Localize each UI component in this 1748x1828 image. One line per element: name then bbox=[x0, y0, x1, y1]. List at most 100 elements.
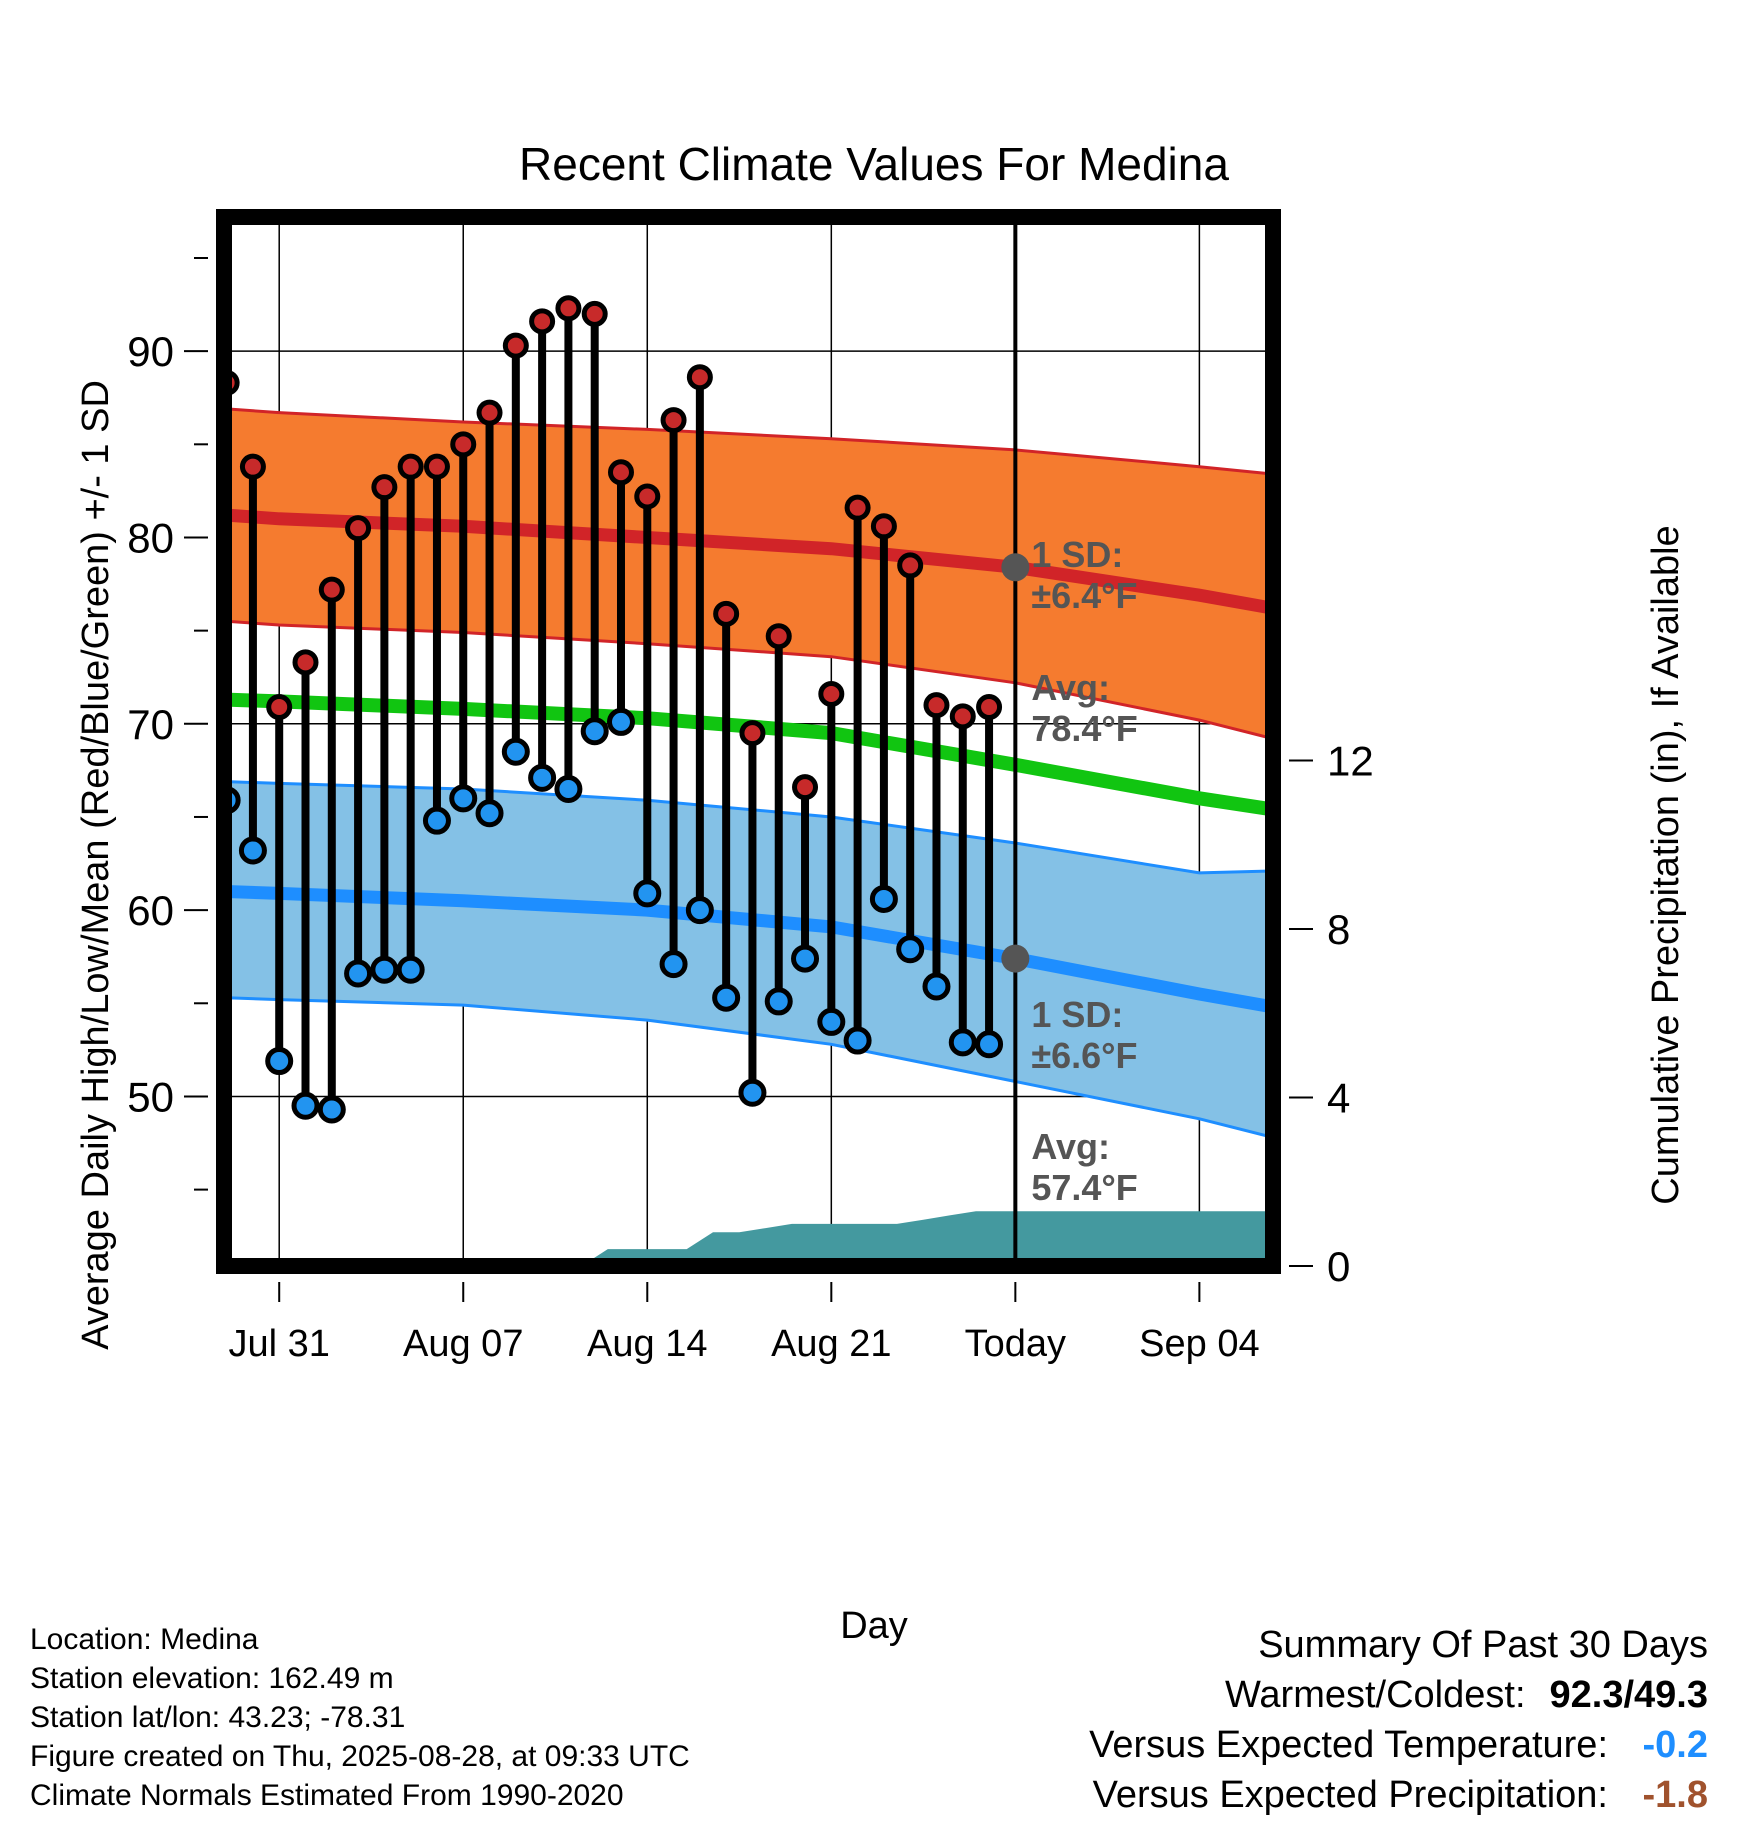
low-marker bbox=[817, 1007, 846, 1036]
low-avg-annotation-line: Avg: bbox=[1031, 1126, 1110, 1167]
avg-high-line bbox=[226, 508, 1273, 615]
created-text: Figure created on Thu, 2025-08-28, at 09… bbox=[30, 1740, 690, 1773]
plot-frame bbox=[216, 209, 1281, 1274]
high-marker bbox=[502, 332, 529, 359]
low-marker bbox=[291, 1091, 320, 1120]
warm-cold-value: 92.3/49.3 bbox=[1549, 1674, 1708, 1716]
high-marker bbox=[371, 474, 398, 501]
y-right-tick-label: 12 bbox=[1327, 737, 1374, 784]
high-marker bbox=[239, 453, 266, 480]
high-marker bbox=[423, 453, 450, 480]
high-marker bbox=[870, 513, 897, 540]
high-marker bbox=[581, 300, 608, 327]
low-marker bbox=[869, 884, 898, 913]
low-marker bbox=[764, 987, 793, 1016]
low-avg-annotation: Avg: 57.4°F bbox=[1031, 1126, 1137, 1208]
y-left-tick-label: 60 bbox=[127, 887, 174, 934]
high-sd-annotation: 1 SD: ±6.4°F bbox=[1031, 534, 1137, 616]
low-marker bbox=[738, 1078, 767, 1107]
chart-title: Recent Climate Values For Medina bbox=[519, 138, 1229, 190]
precip-label: Versus Expected Precipitation: bbox=[1092, 1774, 1608, 1816]
high-marker bbox=[818, 680, 845, 707]
high-marker bbox=[397, 453, 424, 480]
temp-value: -0.2 bbox=[1642, 1724, 1708, 1766]
station-info: Location: Medina Station elevation: 162.… bbox=[30, 1620, 690, 1815]
summary-warm-cold: Warmest/Coldest: 92.3/49.3 bbox=[1089, 1670, 1708, 1720]
x-tick-label: Today bbox=[965, 1323, 1066, 1365]
mean-line bbox=[226, 692, 1273, 817]
low-marker bbox=[317, 1095, 346, 1124]
low-marker bbox=[975, 1030, 1004, 1059]
latlon-text: Station lat/lon: 43.23; -78.31 bbox=[30, 1701, 406, 1734]
high-marker bbox=[607, 459, 634, 486]
low-marker bbox=[896, 935, 925, 964]
y-axis-left-label: Average Daily High/Low/Mean (Red/Blue/Gr… bbox=[75, 380, 117, 1350]
low-marker bbox=[712, 983, 741, 1012]
low-marker bbox=[449, 784, 478, 813]
y-right-tick-label: 0 bbox=[1327, 1243, 1350, 1290]
low-marker bbox=[370, 955, 399, 984]
avg-high-today-marker bbox=[1001, 553, 1030, 582]
low-marker bbox=[922, 972, 951, 1001]
low-marker bbox=[475, 799, 504, 828]
high-avg-annotation-line: 78.4°F bbox=[1031, 708, 1137, 749]
low-marker bbox=[606, 707, 635, 736]
low-avg-annotation-line: 57.4°F bbox=[1031, 1167, 1137, 1208]
high-marker bbox=[923, 692, 950, 719]
precip-area bbox=[581, 1211, 1273, 1266]
high-marker bbox=[949, 703, 976, 730]
low-marker bbox=[238, 836, 267, 865]
high-marker bbox=[897, 552, 924, 579]
high-marker bbox=[529, 308, 556, 335]
summary-precip: Versus Expected Precipitation: -1.8 bbox=[1089, 1770, 1708, 1820]
low-sd-annotation-line: ±6.6°F bbox=[1031, 1035, 1137, 1076]
precip-value: -1.8 bbox=[1642, 1774, 1708, 1816]
low-marker bbox=[659, 950, 688, 979]
window-annotation: 30 Days bbox=[1031, 1380, 1122, 1463]
high-marker bbox=[844, 494, 871, 521]
y-left-tick-label: 70 bbox=[127, 701, 174, 748]
summary-heading: Summary Of Past 30 Days bbox=[1258, 1624, 1708, 1666]
high-marker bbox=[292, 649, 319, 676]
low-marker bbox=[948, 1028, 977, 1057]
avg-low-today-marker bbox=[1001, 944, 1030, 973]
high-marker bbox=[450, 431, 477, 458]
x-tick-label: Jul 31 bbox=[229, 1323, 330, 1365]
low-marker bbox=[633, 879, 662, 908]
y-left-tick-label: 90 bbox=[127, 328, 174, 375]
x-tick-label: Sep 04 bbox=[1139, 1323, 1259, 1365]
low-marker bbox=[344, 959, 373, 988]
location-text: Location: Medina bbox=[30, 1623, 259, 1656]
y-left-tick-label: 50 bbox=[127, 1073, 174, 1120]
temp-label: Versus Expected Temperature: bbox=[1089, 1724, 1608, 1766]
elevation-text: Station elevation: 162.49 m bbox=[30, 1662, 394, 1695]
high-marker bbox=[792, 774, 819, 801]
avg-low-line bbox=[226, 885, 1273, 1014]
high-avg-annotation: Avg: 78.4°F bbox=[1031, 667, 1137, 749]
low-marker bbox=[580, 717, 609, 746]
high-plus-sd-line bbox=[226, 407, 1273, 476]
high-sd-annotation-line: ±6.4°F bbox=[1031, 575, 1137, 616]
high-marker bbox=[345, 515, 372, 542]
low-marker bbox=[685, 896, 714, 925]
window-annotation-line: Days bbox=[1031, 1421, 1122, 1463]
high-marker bbox=[476, 399, 503, 426]
high-marker bbox=[686, 364, 713, 391]
y-right-tick-label: 8 bbox=[1327, 906, 1350, 953]
low-marker bbox=[422, 806, 451, 835]
low-marker bbox=[843, 1026, 872, 1055]
high-marker bbox=[713, 600, 740, 627]
low-marker bbox=[791, 944, 820, 973]
low-marker bbox=[396, 955, 425, 984]
low-sd-annotation: 1 SD: ±6.6°F bbox=[1031, 994, 1137, 1076]
y-right-tick-label: 4 bbox=[1327, 1074, 1350, 1121]
high-marker bbox=[318, 576, 345, 603]
x-tick-label: Aug 14 bbox=[587, 1323, 707, 1365]
high-marker bbox=[634, 483, 661, 510]
high-marker bbox=[660, 407, 687, 434]
low-sd-annotation-line: 1 SD: bbox=[1031, 994, 1123, 1035]
high-marker bbox=[266, 694, 293, 721]
